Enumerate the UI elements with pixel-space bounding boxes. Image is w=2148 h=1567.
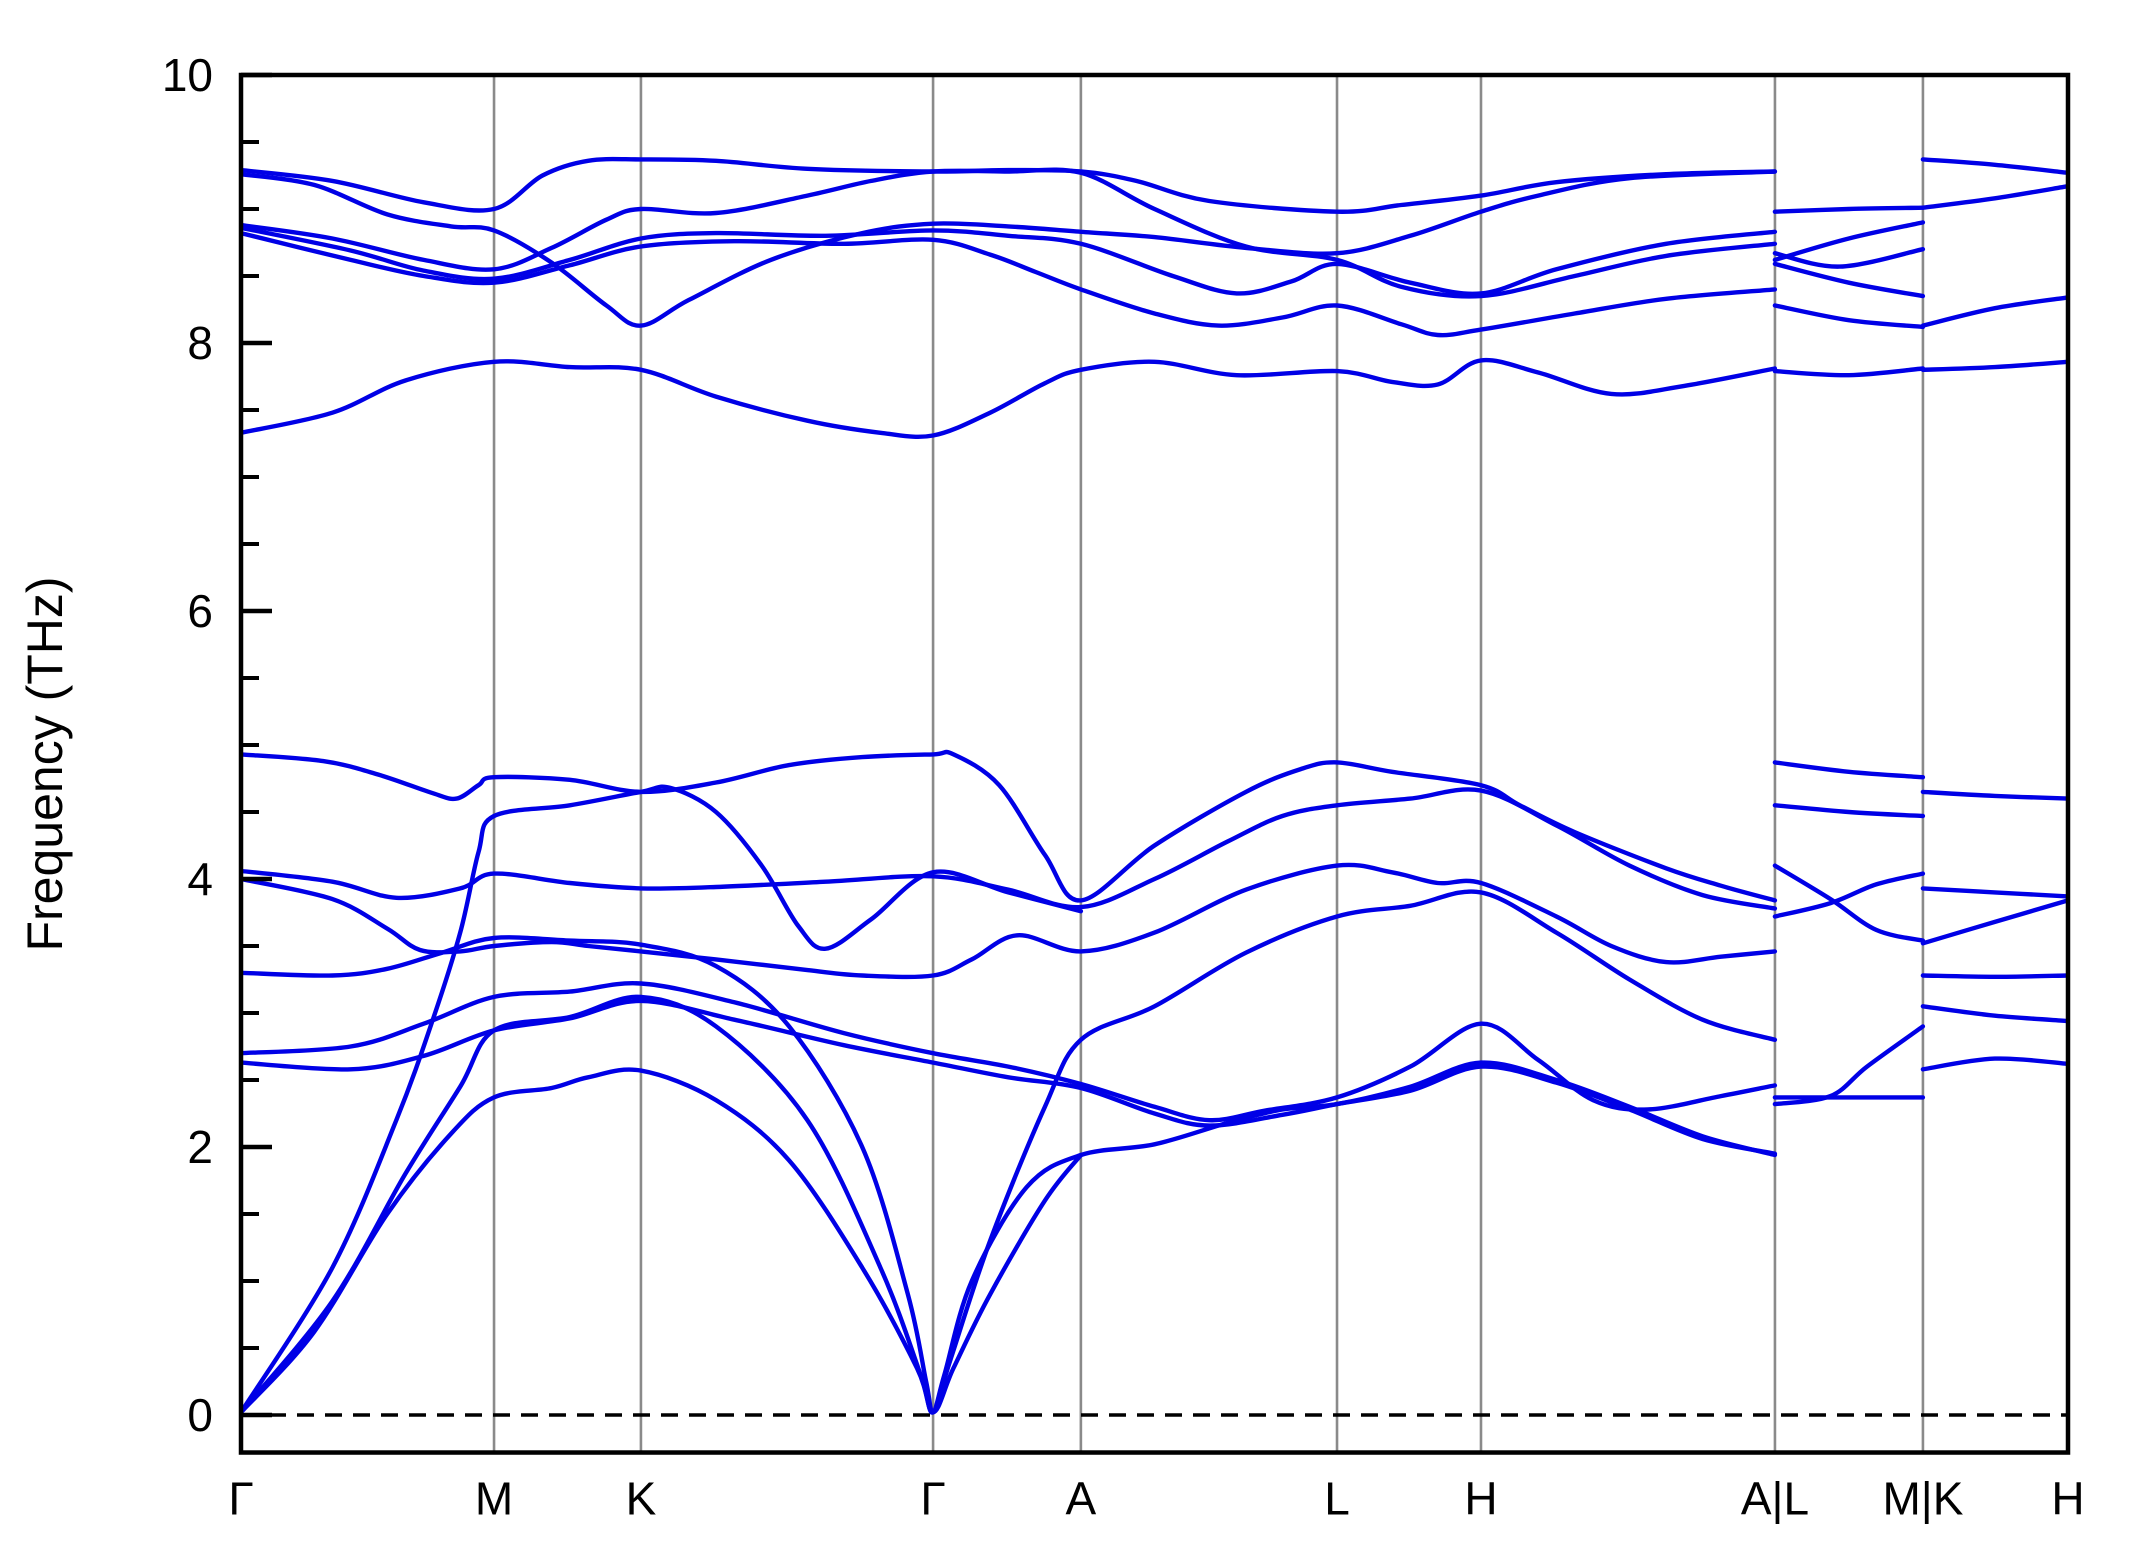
band-curves-layer — [239, 156, 2070, 1415]
x-kpoint-label: M — [475, 1473, 513, 1525]
x-kpoint-label: H — [2051, 1473, 2084, 1525]
band-curve-lower-band-LM-2 — [1772, 803, 1926, 819]
band-curve-upper-band-KH-1 — [1920, 157, 2070, 175]
band-curve-lower-band-KH-1 — [1920, 789, 2070, 801]
band-curve-upper-band-KH-4 — [1920, 359, 2070, 372]
y-axis-title: Frequency (THz) — [17, 576, 73, 951]
band-curve-upper-band-KH-2 — [1920, 184, 2070, 210]
ticks-layer — [241, 72, 272, 1418]
y-tick-label: 10 — [162, 49, 213, 101]
band-curve-lower-band-KH-4 — [1920, 973, 2070, 979]
band-curve-lower-band-3 — [239, 862, 1778, 980]
band-curve-upper-band-LM-4 — [1772, 261, 1926, 299]
band-curve-lower-band-LM-3 — [1772, 863, 1926, 943]
plot-frame-layer — [238, 72, 2071, 1455]
band-curve-upper-band-LM-1 — [1772, 205, 1926, 214]
band-curve-upper-band-4 — [239, 225, 1778, 296]
band-curve-acoustic-band-1 — [239, 1067, 1084, 1415]
y-tick-label: 0 — [187, 1389, 213, 1441]
tick-labels-layer: 0 2 4 6 8 10 Γ M K Γ A L H A|L M|K H — [162, 49, 2085, 1525]
plot-frame — [238, 72, 2071, 1455]
band-curve-upper-band-LM-2 — [1772, 220, 1926, 263]
gridlines-layer — [492, 75, 1925, 1453]
band-curve-lower-band-LM-4 — [1772, 871, 1926, 919]
band-curve-lower-band-LM-1 — [1772, 760, 1926, 780]
x-kpoint-label: Γ — [920, 1473, 945, 1525]
x-kpoint-label: A|L — [1741, 1473, 1809, 1525]
y-tick-label: 2 — [187, 1121, 213, 1173]
band-curve-upper-band-KH-3 — [1920, 295, 2070, 328]
band-curve-upper-band-LM-6 — [1772, 366, 1926, 378]
band-curve-upper-band-1 — [239, 156, 1778, 214]
band-curve-acoustic-band-3 — [239, 784, 1084, 1415]
band-curve-upper-band-LM-5 — [1772, 303, 1926, 330]
band-curve-upper-band-5 — [239, 230, 1778, 338]
band-curve-lower-band-KH-5 — [1920, 1004, 2070, 1024]
band-curve-lower-band-5 — [239, 981, 1778, 1123]
band-curve-lower-band-4 — [239, 935, 1778, 1415]
x-kpoint-label: H — [1464, 1473, 1497, 1525]
band-curve-upper-band-6 — [239, 357, 1778, 440]
y-tick-label: 6 — [187, 585, 213, 637]
y-tick-label: 8 — [187, 317, 213, 369]
band-curve-lower-band-LM-6 — [1772, 1024, 1926, 1107]
y-tick-label: 4 — [187, 853, 213, 905]
x-kpoint-label: M|K — [1882, 1473, 1963, 1525]
band-curve-lower-band-1 — [239, 749, 1778, 903]
band-curve-acoustic-band-2 — [239, 889, 1778, 1415]
x-kpoint-label: L — [1324, 1473, 1350, 1525]
band-curve-upper-band-2 — [239, 169, 1778, 328]
x-kpoint-label: Γ — [228, 1473, 253, 1525]
x-kpoint-label: A — [1066, 1473, 1097, 1525]
band-curve-lower-band-KH-6 — [1920, 1056, 2070, 1072]
band-curve-lower-band-KH-3 — [1920, 898, 2070, 946]
band-curve-lower-band-KH-2 — [1920, 886, 2070, 899]
x-kpoint-label: K — [626, 1473, 657, 1525]
band-curve-upper-band-LM-3 — [1772, 247, 1926, 269]
band-curve-upper-band-3 — [239, 167, 1778, 299]
band-curve-lower-band-6 — [239, 998, 1778, 1156]
